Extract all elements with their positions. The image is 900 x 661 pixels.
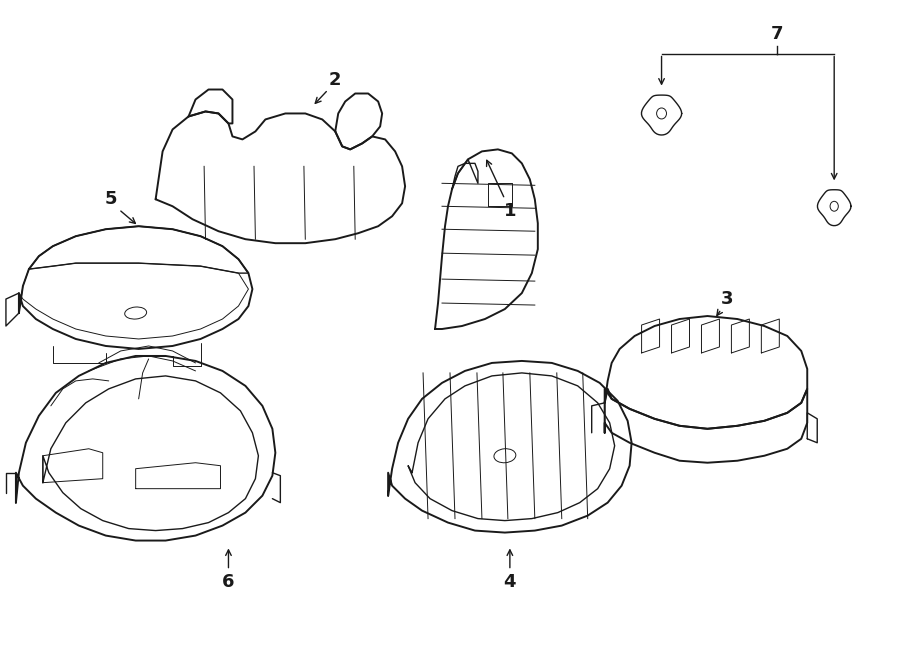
Text: 2: 2 [329, 71, 341, 89]
Text: 1: 1 [504, 202, 516, 220]
Text: 5: 5 [104, 190, 117, 208]
Text: 7: 7 [771, 24, 784, 42]
Text: 3: 3 [721, 290, 734, 308]
Text: 6: 6 [222, 574, 235, 592]
Text: 4: 4 [504, 574, 516, 592]
